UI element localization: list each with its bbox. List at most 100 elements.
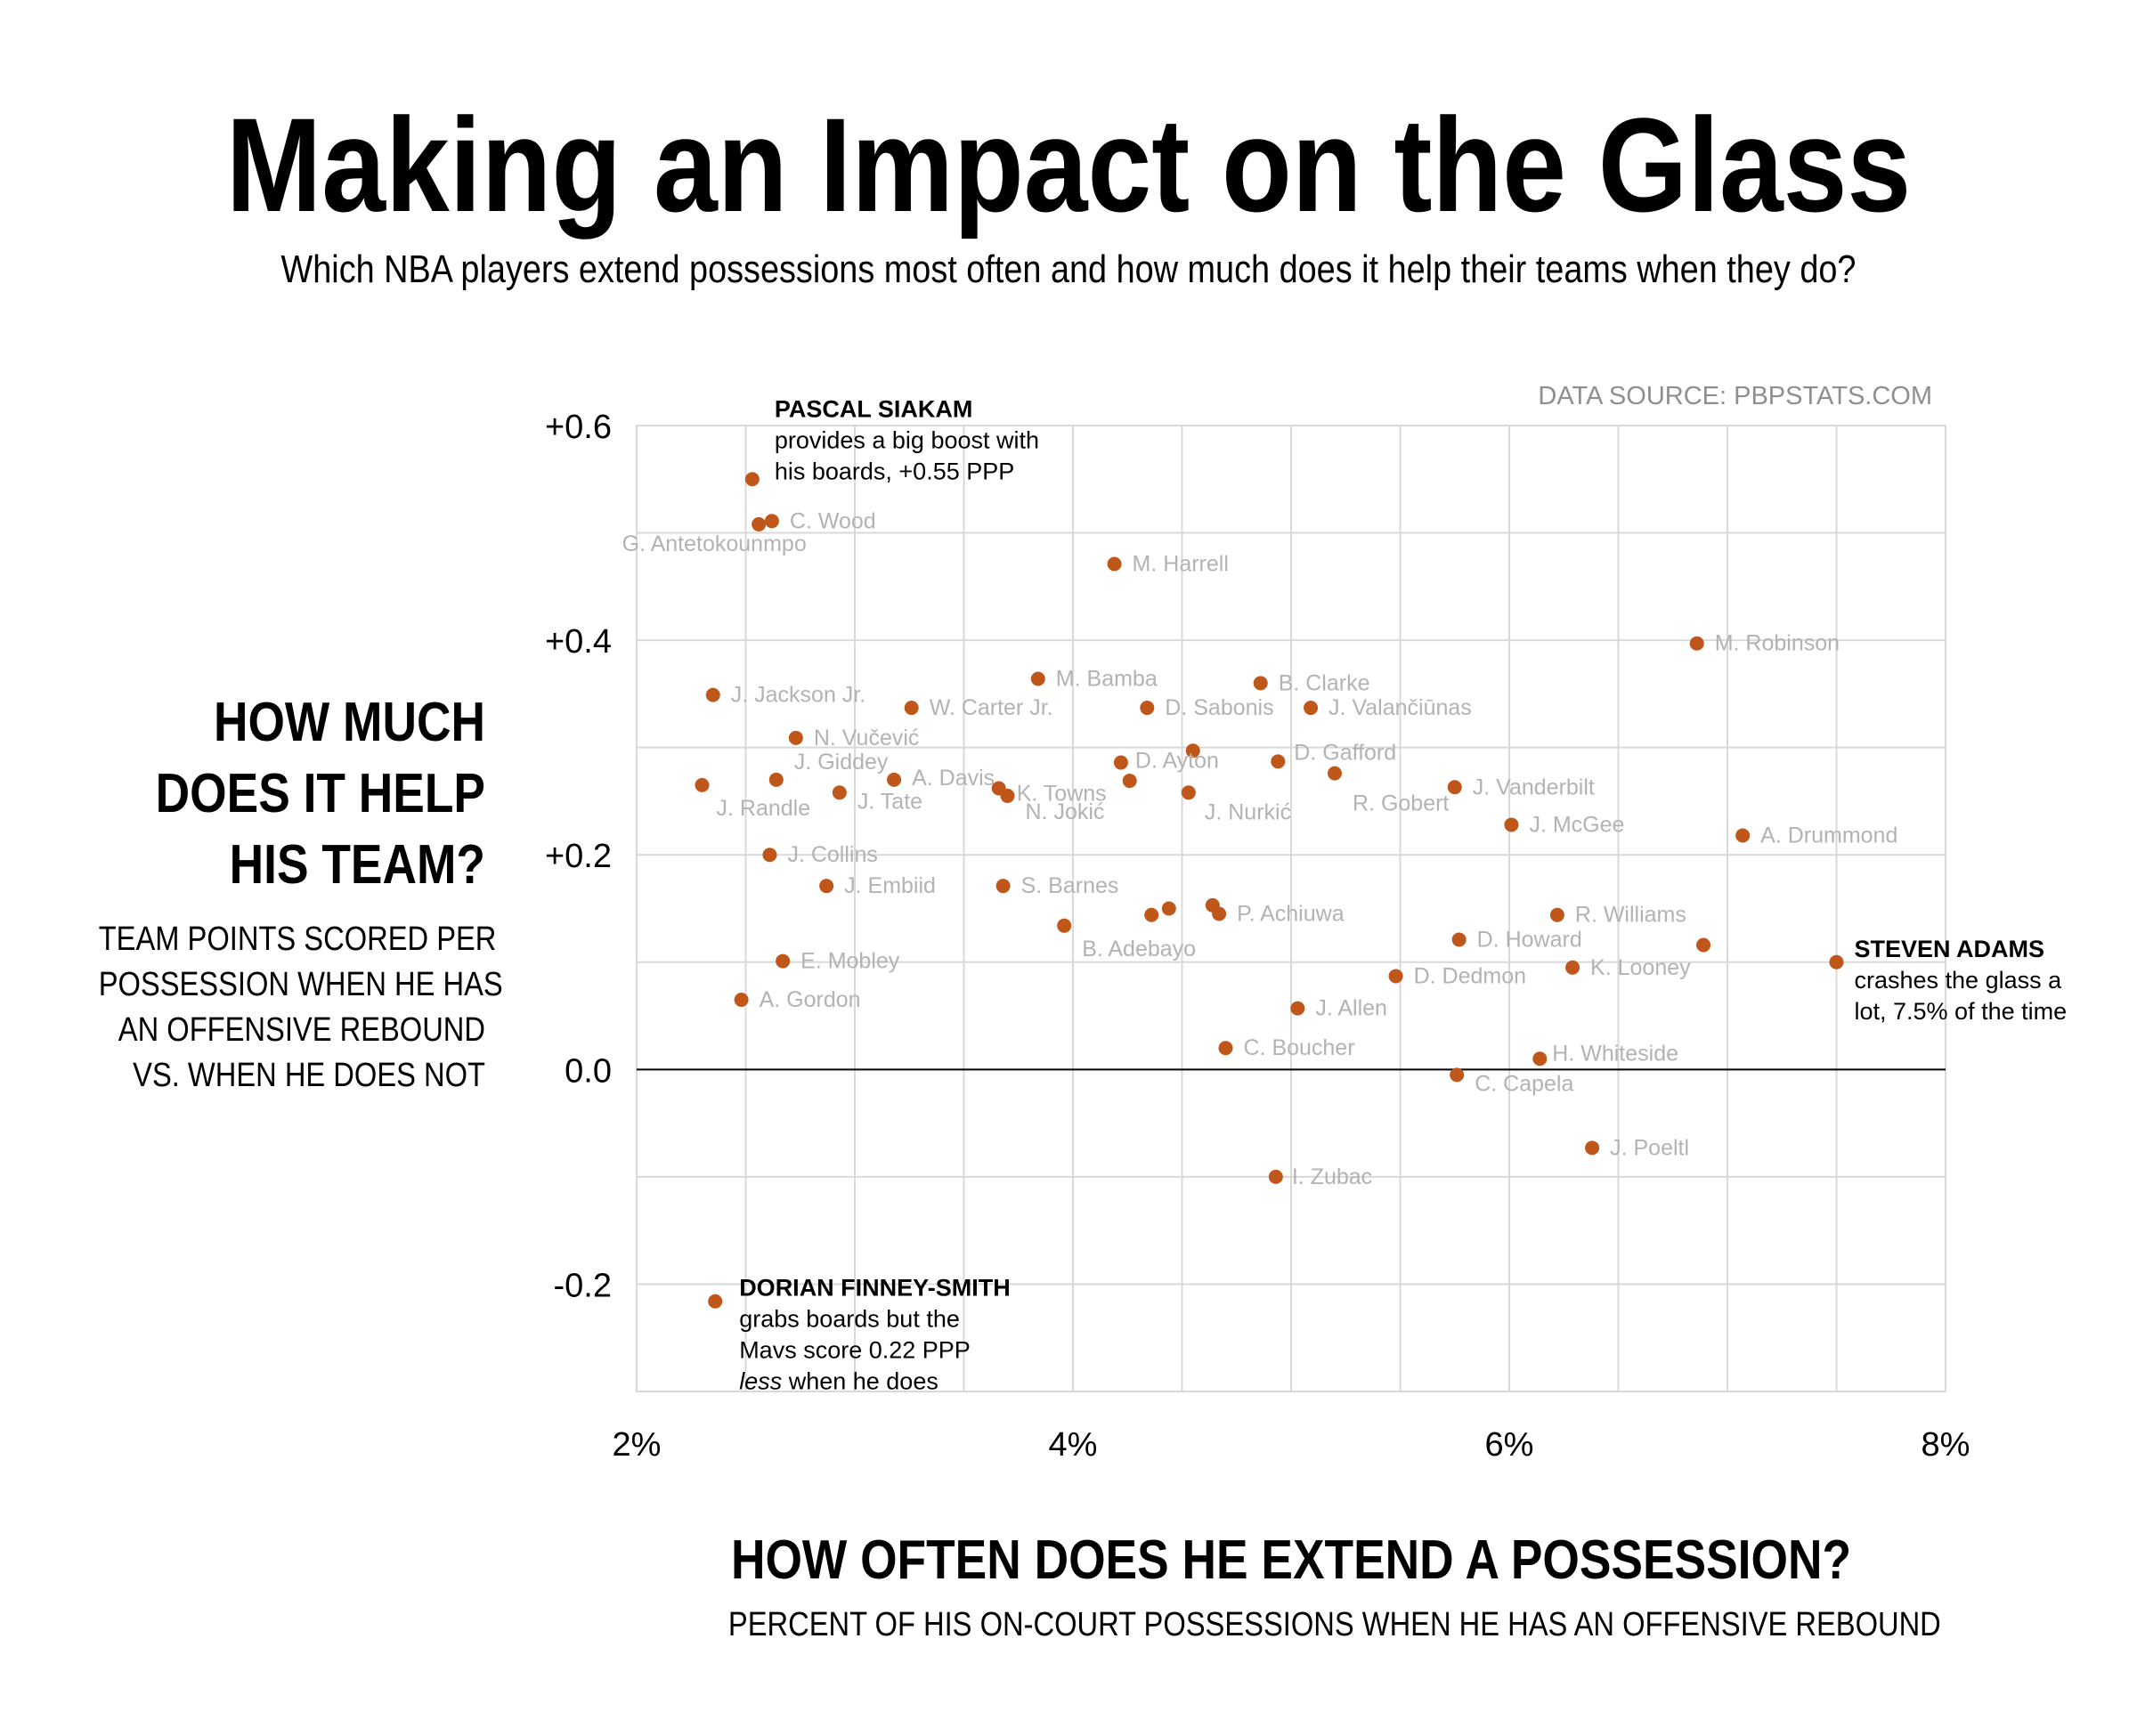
point-label: J. Tate (857, 789, 922, 814)
data-point (744, 472, 760, 487)
axes: 2% 4% 6% 8% +0.6 +0.4 +0.2 0.0 -0.2 (545, 409, 1970, 1464)
data-point (1030, 671, 1045, 686)
data-point (776, 953, 791, 969)
point-label: E. Mobley (800, 949, 900, 974)
callout-line: provides a big boost with (775, 426, 1039, 453)
point-label: M. Harrell (1133, 552, 1229, 577)
point-label: J. Poeltl (1610, 1135, 1689, 1160)
data-point (1447, 780, 1462, 795)
x-tick-label: 2% (613, 1426, 662, 1464)
x-tick-label: 4% (1049, 1426, 1098, 1464)
data-point (1107, 556, 1122, 572)
point-label: J. Valančiūnas (1329, 695, 1472, 720)
x-tick-label: 8% (1922, 1426, 1970, 1464)
data-point (764, 514, 779, 529)
chart-subtitle: Which NBA players extend possessions mos… (280, 247, 1857, 291)
point-label: D. Howard (1477, 927, 1582, 952)
point-label: J. Vanderbilt (1473, 775, 1595, 799)
point-label: B. Clarke (1279, 670, 1370, 695)
x-axis-title: HOW OFTEN DOES HE EXTEND A POSSESSION? (730, 1529, 1852, 1591)
grid-lines (636, 425, 1946, 1392)
point-label: H. Whiteside (1552, 1041, 1678, 1066)
data-point (1829, 954, 1844, 969)
y-axis-title-line-1: HOW MUCH (213, 692, 485, 753)
y-axis-subtitle-line-3: AN OFFENSIVE REBOUND (118, 1011, 485, 1049)
y-tick-label: 0.0 (565, 1052, 612, 1090)
point-label: J. McGee (1529, 812, 1624, 837)
data-point (832, 785, 847, 800)
data-point (1057, 918, 1072, 933)
point-label: P. Achiuwa (1237, 902, 1345, 927)
data-point (752, 516, 767, 531)
data-point (1144, 907, 1159, 922)
point-label: D. Sabonis (1165, 695, 1273, 720)
point-label: R. Williams (1575, 903, 1686, 928)
data-point (1450, 1067, 1465, 1083)
chart-title: Making an Impact on the Glass (225, 90, 1912, 239)
data-point (1000, 788, 1015, 803)
callout-name: STEVEN ADAMS (1855, 936, 2045, 962)
point-label: C. Capela (1475, 1071, 1573, 1096)
point-label: J. Collins (787, 842, 877, 867)
point-label: D. Ayton (1135, 749, 1219, 774)
point-label: J. Nurkić (1205, 799, 1291, 824)
y-tick-label: +0.2 (545, 838, 612, 875)
data-point (1268, 1169, 1283, 1184)
callout-name: PASCAL SIAKAM (775, 395, 973, 422)
callout-line: grabs boards but the (739, 1306, 960, 1333)
data-point (1565, 960, 1580, 975)
data-point (708, 1294, 723, 1309)
y-tick-label: +0.4 (545, 623, 612, 661)
data-point (887, 772, 902, 787)
data-point (1689, 636, 1704, 651)
data-point (819, 879, 834, 894)
point-label: G. Antetokounmpo (622, 531, 807, 556)
data-points (695, 472, 1844, 1309)
data-point (1696, 937, 1711, 953)
data-point (995, 879, 1011, 894)
point-label: N. Jokić (1026, 799, 1105, 824)
point-label: J. Giddey (794, 750, 889, 775)
data-point (1504, 817, 1519, 832)
data-point (1549, 907, 1564, 922)
callout-line: Mavs score 0.22 PPP (739, 1337, 971, 1364)
x-axis-subtitle: PERCENT OF HIS ON-COURT POSSESSIONS WHEN… (727, 1606, 1941, 1643)
callout-line-rest: when he does (782, 1368, 938, 1395)
data-point (1122, 774, 1137, 789)
data-point (768, 772, 784, 787)
callout-line: crashes the glass a (1855, 967, 2063, 994)
point-label: J. Randle (717, 796, 811, 821)
callout-line: less when he does (739, 1368, 938, 1395)
data-point (1140, 701, 1155, 716)
y-axis-title-line-3: HIS TEAM? (229, 834, 485, 896)
point-label: C. Boucher (1244, 1035, 1355, 1060)
data-point (1253, 676, 1268, 691)
callout-line: lot, 7.5% of the time (1855, 998, 2068, 1025)
point-label: M. Bamba (1056, 667, 1158, 692)
point-label: J. Embiid (844, 873, 936, 898)
y-axis-subtitle-line-2: POSSESSION WHEN HE HAS (98, 966, 503, 1003)
point-label: A. Davis (912, 766, 995, 791)
data-point (788, 730, 803, 745)
data-point (1328, 766, 1342, 781)
data-point (1290, 1001, 1305, 1016)
y-axis-subtitle-line-4: VS. WHEN HE DOES NOT (133, 1057, 485, 1094)
y-axis-title-line-2: DOES IT HELP (155, 763, 486, 824)
point-label: K. Towns (1017, 781, 1107, 806)
data-point (1218, 1041, 1233, 1056)
callout-annotation: PASCAL SIAKAM provides a big boost with hi… (775, 395, 1039, 484)
callout-annotation: STEVEN ADAMS crashes the glass a lot, 7.5%… (1855, 936, 2068, 1025)
data-point (695, 777, 710, 792)
point-label: J. Allen (1315, 996, 1387, 1021)
callout-annotation: DORIAN FINNEY-SMITH grabs boards but the M… (739, 1275, 1011, 1395)
point-label: N. Vučević (814, 726, 920, 750)
y-tick-label: +0.6 (545, 409, 612, 446)
callout-line: his boards, +0.55 PPP (775, 458, 1014, 484)
point-label: A. Drummond (1760, 823, 1897, 848)
point-label: I. Zubac (1292, 1164, 1372, 1189)
point-label: D. Gafford (1294, 740, 1396, 765)
callout-emphasis: less (739, 1368, 782, 1395)
point-label: C. Wood (790, 508, 876, 533)
